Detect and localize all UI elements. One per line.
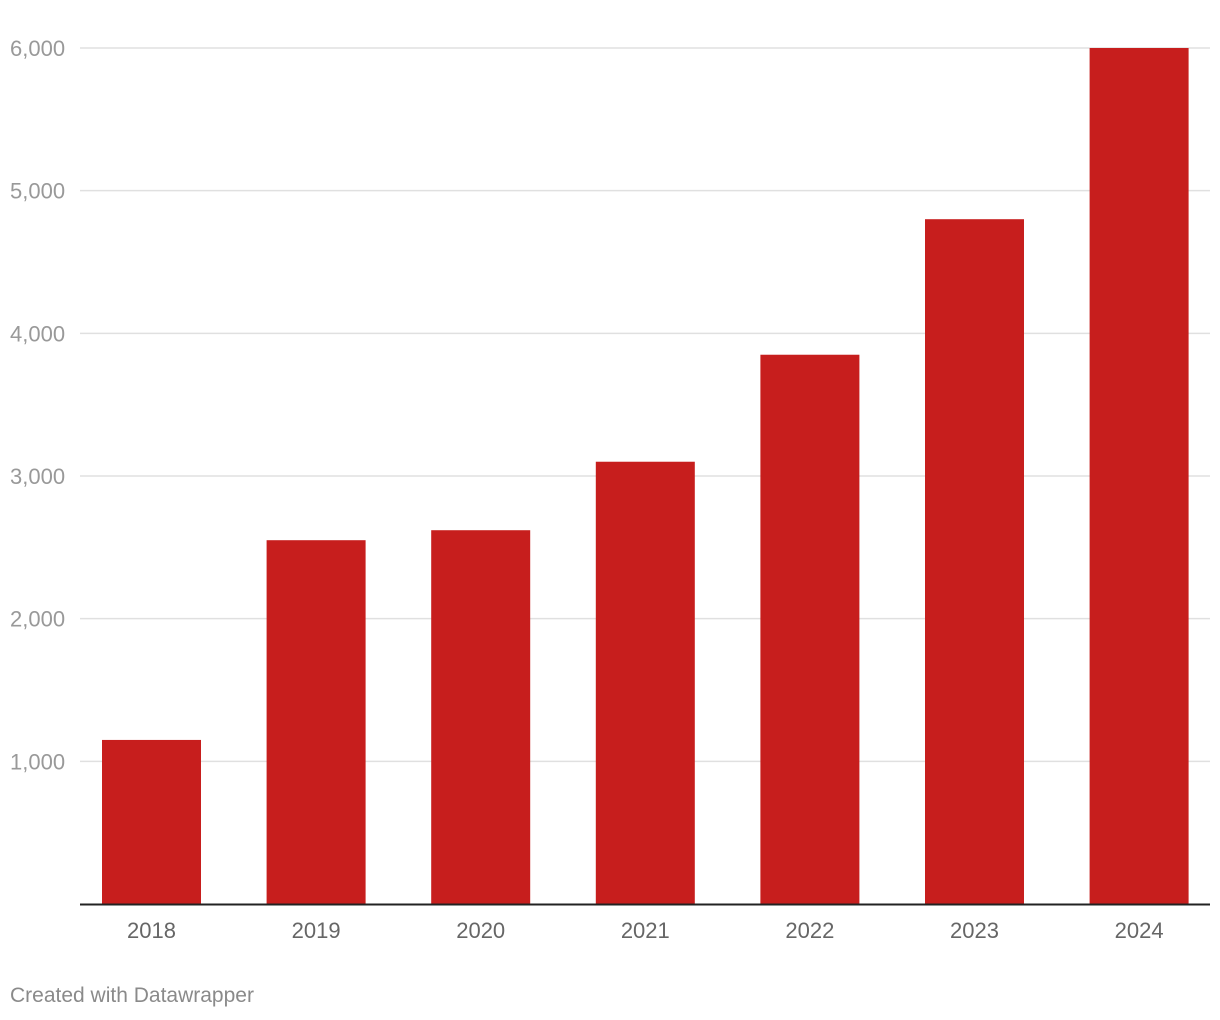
bar-2018	[102, 739, 201, 904]
bar-2023	[925, 219, 1024, 904]
x-tick-label: 2023	[950, 918, 999, 943]
bars	[102, 48, 1189, 904]
y-tick-label: 5,000	[10, 179, 65, 204]
y-tick-label: 3,000	[10, 464, 65, 489]
y-tick-label: 4,000	[10, 321, 65, 346]
bar-2020	[431, 530, 531, 904]
x-tick-label: 2019	[292, 918, 341, 943]
x-tick-label: 2020	[456, 918, 505, 943]
x-axis-ticks: 2018 2019 2020 2021 2022 2023 2024	[127, 918, 1164, 943]
bar-2019	[266, 540, 366, 904]
y-tick-label: 1,000	[10, 749, 65, 774]
y-axis-ticks: 1,000 2,000 3,000 4,000 5,000 6,000	[10, 36, 65, 774]
bar-2021	[595, 461, 695, 904]
credit-text: Created with Datawrapper	[10, 984, 254, 1007]
bar-2022	[760, 354, 860, 904]
y-tick-label: 6,000	[10, 36, 65, 61]
y-tick-label: 2,000	[10, 607, 65, 632]
x-tick-label: 2021	[621, 918, 670, 943]
x-tick-label: 2018	[127, 918, 176, 943]
x-tick-label: 2024	[1115, 918, 1164, 943]
bar-2024	[1089, 48, 1189, 904]
x-tick-label: 2022	[785, 918, 834, 943]
